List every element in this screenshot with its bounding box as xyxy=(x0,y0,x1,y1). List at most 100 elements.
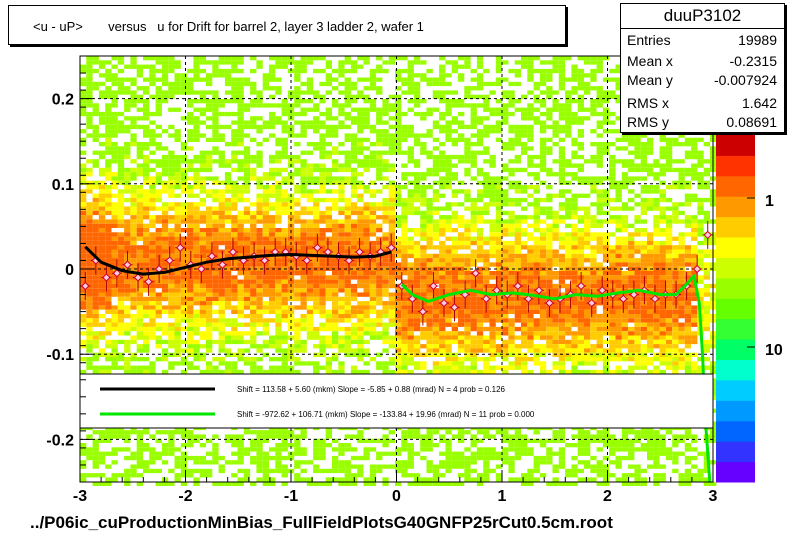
heatmap-cell xyxy=(130,335,137,340)
heatmap-cell xyxy=(470,455,477,461)
heatmap-cell xyxy=(464,146,471,151)
heatmap-cell xyxy=(294,296,301,302)
heatmap-cell xyxy=(319,292,326,297)
heatmap-cell xyxy=(143,210,150,216)
heatmap-cell xyxy=(199,473,206,478)
heatmap-cell xyxy=(117,180,125,185)
heatmap-cell xyxy=(508,365,515,370)
heatmap-cell xyxy=(80,142,87,147)
heatmap-cell xyxy=(521,262,528,267)
heatmap-cell xyxy=(489,331,496,336)
heatmap-cell xyxy=(250,172,257,177)
heatmap-cell xyxy=(338,206,345,211)
heatmap-cell xyxy=(300,129,307,134)
heatmap-cell xyxy=(105,206,112,211)
heatmap-cell xyxy=(489,159,496,164)
heatmap-cell xyxy=(199,275,206,280)
heatmap-cell xyxy=(313,189,320,194)
heatmap-cell xyxy=(344,215,351,220)
heatmap-cell xyxy=(168,305,175,310)
heatmap-cell xyxy=(149,296,156,302)
heatmap-cell xyxy=(439,279,446,284)
heatmap-cell xyxy=(161,348,169,353)
heatmap-cell xyxy=(376,215,383,220)
heatmap-cell xyxy=(237,133,244,138)
heatmap-cell xyxy=(168,275,175,280)
heatmap-cell xyxy=(407,283,414,289)
heatmap-cell xyxy=(514,167,521,173)
heatmap-cell xyxy=(502,90,509,95)
heatmap-cell xyxy=(111,258,118,263)
heatmap-cell xyxy=(344,249,351,254)
heatmap-cell xyxy=(350,335,358,340)
heatmap-cell xyxy=(174,210,181,216)
heatmap-cell xyxy=(105,240,112,246)
heatmap-cell xyxy=(432,180,440,185)
heatmap-cell xyxy=(508,468,515,474)
heatmap-cell xyxy=(495,228,503,233)
heatmap-cell xyxy=(476,481,484,486)
heatmap-cell xyxy=(218,348,225,353)
heatmap-cell xyxy=(350,326,358,332)
heatmap-cell xyxy=(124,331,131,336)
heatmap-cell xyxy=(80,447,87,452)
heatmap-cell xyxy=(243,271,251,276)
heatmap-cell xyxy=(502,142,509,147)
heatmap-cell xyxy=(388,210,395,216)
heatmap-cell xyxy=(174,60,181,65)
heatmap-cell xyxy=(464,219,471,224)
heatmap-cell xyxy=(281,443,288,448)
heatmap-cell xyxy=(243,283,251,289)
heatmap-cell xyxy=(143,258,150,263)
heatmap-cell xyxy=(143,262,150,267)
heatmap-cell xyxy=(344,90,351,95)
heatmap-cell xyxy=(269,318,276,323)
heatmap-cell xyxy=(401,137,408,142)
heatmap-cell xyxy=(300,348,307,353)
heatmap-cell xyxy=(269,232,276,237)
heatmap-cell xyxy=(369,305,377,310)
heatmap-cell xyxy=(149,326,156,332)
heatmap-cell xyxy=(313,352,320,357)
heatmap-cell xyxy=(269,189,276,194)
heatmap-cell xyxy=(458,365,465,370)
heatmap-cell xyxy=(502,455,509,461)
heatmap-cell xyxy=(306,172,314,177)
heatmap-cell xyxy=(168,443,175,448)
heatmap-cell xyxy=(168,271,175,276)
heatmap-cell xyxy=(187,292,194,297)
heatmap-cell xyxy=(300,477,307,482)
heatmap-cell xyxy=(98,223,106,228)
heatmap-cell xyxy=(250,339,257,345)
heatmap-cell xyxy=(117,146,125,151)
heatmap-cell xyxy=(426,348,433,353)
heatmap-cell xyxy=(111,361,118,366)
heatmap-cell xyxy=(451,142,458,147)
heatmap-cell xyxy=(521,133,528,138)
heatmap-cell xyxy=(155,455,162,461)
heatmap-cell xyxy=(508,172,515,177)
heatmap-cell xyxy=(470,253,477,259)
heatmap-cell xyxy=(369,481,377,486)
heatmap-cell xyxy=(426,236,433,241)
heatmap-cell xyxy=(369,473,377,478)
heatmap-cell xyxy=(143,301,150,306)
heatmap-cell xyxy=(344,163,351,168)
heatmap-cell xyxy=(306,326,314,332)
heatmap-cell xyxy=(187,240,194,246)
heatmap-cell xyxy=(224,176,232,181)
heatmap-cell xyxy=(281,129,288,134)
heatmap-cell xyxy=(199,468,206,474)
heatmap-cell xyxy=(458,283,465,289)
heatmap-cell xyxy=(527,129,534,134)
heatmap-cell xyxy=(514,451,521,456)
heatmap-cell xyxy=(502,451,509,456)
heatmap-cell xyxy=(300,344,307,349)
heatmap-cell xyxy=(495,365,503,370)
heatmap-cell xyxy=(514,430,521,435)
heatmap-cell xyxy=(180,318,188,323)
heatmap-cell xyxy=(483,185,490,190)
heatmap-cell xyxy=(338,60,345,65)
heatmap-cell xyxy=(80,219,87,224)
heatmap-cell xyxy=(149,305,156,310)
